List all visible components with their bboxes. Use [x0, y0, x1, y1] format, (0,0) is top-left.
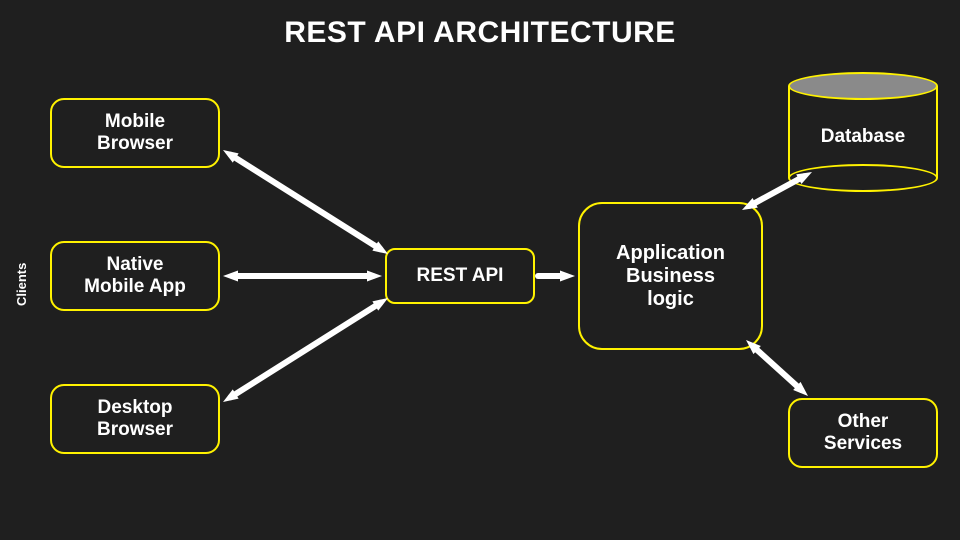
- node-label: NativeMobile App: [84, 254, 186, 298]
- node-native-mobile-app: NativeMobile App: [50, 241, 220, 311]
- node-label: ApplicationBusinesslogic: [616, 242, 725, 311]
- node-application-business-logic: ApplicationBusinesslogic: [578, 202, 763, 350]
- node-label: MobileBrowser: [97, 111, 173, 155]
- node-label: DesktopBrowser: [97, 397, 173, 441]
- database-cylinder-bottom: [788, 164, 938, 192]
- node-label: REST API: [417, 265, 504, 287]
- node-rest-api: REST API: [385, 248, 535, 304]
- clients-side-label: Clients: [14, 263, 29, 306]
- node-other-services: OtherServices: [788, 398, 938, 468]
- database-cylinder-top: [788, 72, 938, 100]
- database-label: Database: [788, 126, 938, 148]
- diagram-title: REST API ARCHITECTURE: [0, 16, 960, 50]
- node-database: Database: [788, 72, 938, 192]
- node-mobile-browser: MobileBrowser: [50, 98, 220, 168]
- node-label: OtherServices: [824, 411, 902, 455]
- node-desktop-browser: DesktopBrowser: [50, 384, 220, 454]
